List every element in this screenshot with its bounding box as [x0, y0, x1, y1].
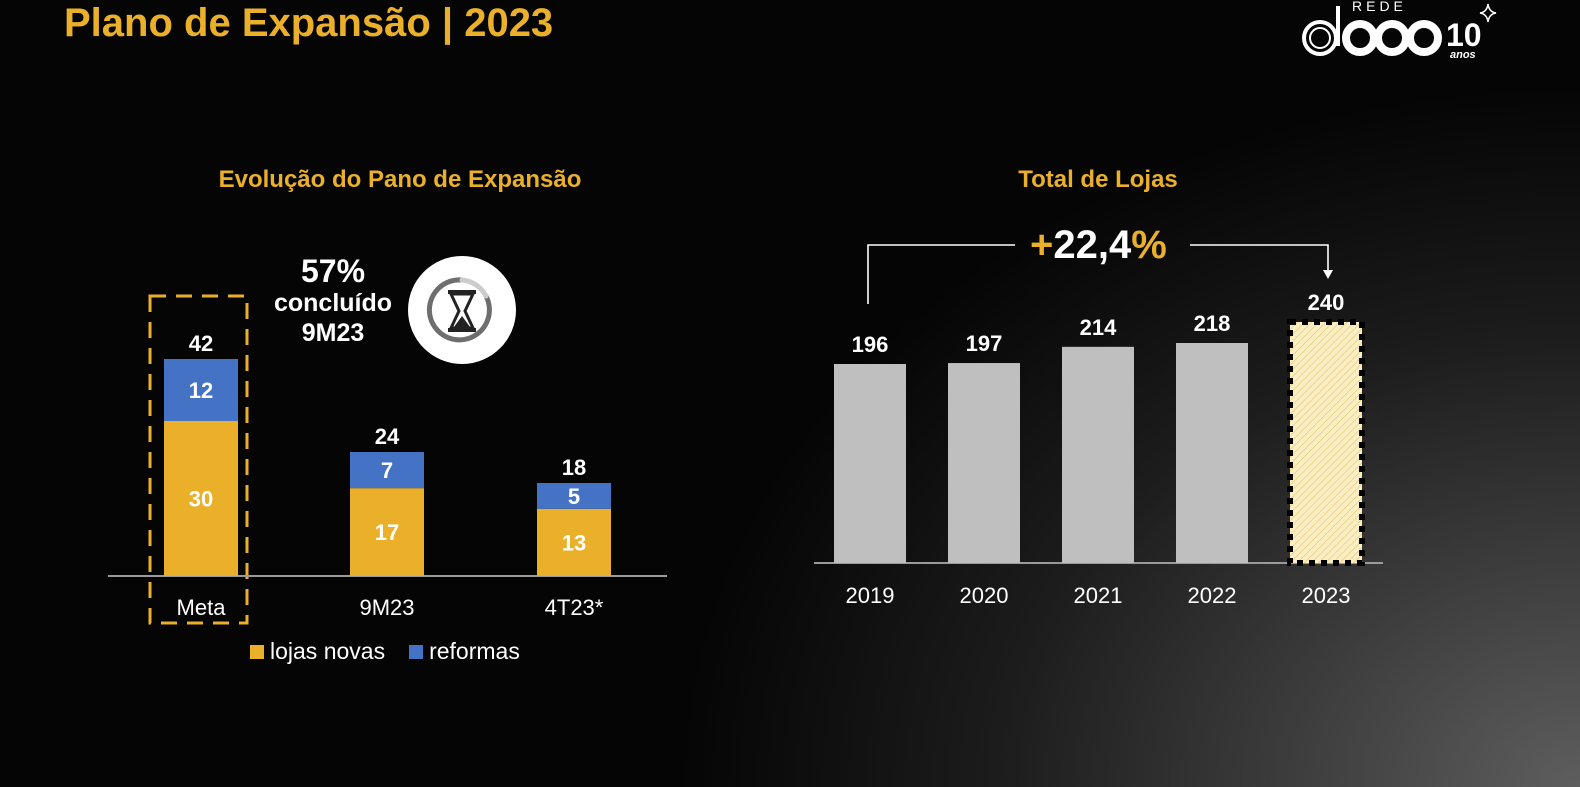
- legend-item-reformas: reformas: [409, 638, 520, 665]
- data-label-total: 24: [375, 424, 400, 449]
- expansion-chart-legend: lojas novas reformas: [250, 638, 536, 665]
- data-label-reformas: 12: [189, 378, 213, 403]
- data-label-lojas-novas: 30: [189, 487, 213, 512]
- total-stores-chart-title: Total de Lojas: [1018, 166, 1178, 193]
- data-label-lojas-novas: 17: [375, 520, 399, 545]
- bar-total-stores: [948, 363, 1020, 563]
- x-tick-label: 2021: [1074, 583, 1123, 608]
- growth-annotation: +22,4%: [1030, 222, 1167, 268]
- legend-label-reformas: reformas: [429, 638, 520, 664]
- bar-segment-reformas: [164, 359, 238, 421]
- x-tick-label: 2019: [846, 583, 895, 608]
- expansion-stacked-bar-chart: 30 12 42 Meta 17 7 24 9M23 13 5 18 4T23*: [108, 294, 667, 625]
- total-stores-bar-chart: 196 2019 197 2020 214 2021 218 2022 240 2023: [814, 244, 1383, 608]
- logo-rede-text: REDE: [1352, 0, 1407, 14]
- x-tick-label: 2023: [1302, 583, 1351, 608]
- legend-swatch-reformas: [409, 644, 424, 659]
- growth-arrow-head: [1323, 270, 1333, 279]
- legend-label-lojas-novas: lojas novas: [270, 638, 386, 664]
- data-label-total-stores: 214: [1080, 315, 1117, 340]
- brand-logo: REDE 10 anos: [1302, 0, 1497, 61]
- completion-percent: 57%: [300, 253, 366, 289]
- highlight-box-meta: [148, 294, 249, 625]
- logo-anniversary-label: anos: [1450, 49, 1476, 61]
- x-tick-label: 9M23: [359, 595, 414, 620]
- growth-sign: +: [1030, 223, 1054, 267]
- x-tick-label: Meta: [177, 595, 227, 620]
- x-tick-label: 4T23*: [545, 595, 604, 620]
- growth-number: 22,4: [1053, 223, 1132, 267]
- bar-segment-lojas-novas: [350, 488, 424, 576]
- bar-total-stores: [834, 364, 906, 563]
- hourglass-icon: [426, 277, 492, 343]
- bar-segment-lojas-novas: [164, 421, 238, 576]
- completion-label: concluído: [273, 289, 393, 317]
- legend-item-lojas-novas: lojas novas: [250, 638, 385, 665]
- bar-total-stores: [1062, 346, 1134, 563]
- completion-period: 9M23: [301, 319, 365, 347]
- bar-segment-lojas-novas: [537, 508, 611, 576]
- data-label-total-stores: 240: [1308, 290, 1345, 315]
- expansion-chart-title: Evolução do Pano de Expansão: [218, 166, 582, 193]
- legend-swatch-lojas-novas: [250, 644, 264, 659]
- x-tick-label: 2020: [960, 583, 1009, 608]
- growth-bracket-left: [867, 244, 1015, 304]
- x-tick-label: 2022: [1188, 583, 1237, 608]
- data-label-reformas: 5: [568, 484, 580, 509]
- data-label-total-stores: 196: [852, 332, 889, 357]
- data-label-total-stores: 197: [966, 331, 1003, 356]
- bar-segment-reformas: [350, 452, 424, 489]
- hourglass-badge: [408, 256, 516, 364]
- data-label-lojas-novas: 13: [562, 530, 586, 555]
- logo-anniversary-number: 10: [1446, 17, 1482, 53]
- bar-projected-2023: [1287, 319, 1365, 566]
- growth-bracket-right: [1190, 244, 1329, 272]
- bar-total-stores: [1176, 343, 1248, 563]
- data-label-total: 18: [562, 455, 586, 480]
- data-label-reformas: 7: [381, 458, 393, 483]
- growth-percent-sign: %: [1131, 223, 1167, 267]
- logo-d1000-mark: [1302, 6, 1442, 56]
- slide-title: Plano de Expansão | 2023: [64, 1, 554, 45]
- completion-callout: 57% concluído 9M23: [260, 254, 406, 348]
- bar-segment-reformas: [537, 483, 611, 509]
- data-label-total: 42: [189, 331, 213, 356]
- sparkle-star-icon: [1479, 3, 1497, 23]
- data-label-total-stores: 218: [1194, 311, 1231, 336]
